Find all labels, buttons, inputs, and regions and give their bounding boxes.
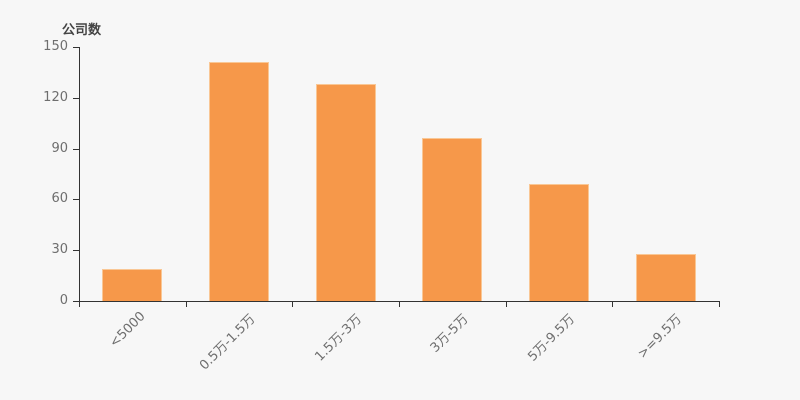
y-axis-name: 公司数 [62, 23, 102, 38]
y-tick-mark [73, 301, 79, 302]
y-tick-label: 120 [43, 89, 68, 105]
x-tick-mark [612, 301, 614, 307]
x-category-label: >=9.5万 [635, 311, 686, 362]
y-tick-mark [73, 47, 79, 48]
x-category-label: 0.5万-1.5万 [196, 311, 259, 374]
y-tick-label: 150 [43, 39, 68, 54]
bar [209, 62, 269, 301]
x-tick-mark [505, 301, 507, 307]
x-category-label: <5000 [107, 309, 149, 351]
y-tick-mark [73, 250, 79, 252]
y-tick-label: 0 [59, 293, 68, 308]
bar [422, 138, 483, 301]
x-tick-mark [185, 301, 187, 307]
x-tick-mark [79, 301, 80, 307]
y-tick-label: 90 [51, 140, 68, 156]
x-category-label: 5万-9.5万 [525, 311, 579, 365]
bar [102, 268, 163, 301]
x-category-label: 1.5万-3万 [312, 311, 366, 365]
y-tick-mark [73, 148, 79, 150]
y-tick-mark [73, 97, 79, 99]
y-tick-label: 30 [51, 242, 68, 258]
x-tick-mark [719, 301, 720, 307]
x-tick-mark [399, 301, 400, 307]
x-category-label: 3万-5万 [427, 311, 472, 356]
x-tick-mark [292, 301, 294, 307]
bar [315, 84, 376, 301]
bar [529, 184, 589, 301]
y-axis-line [79, 47, 80, 301]
bar [635, 253, 696, 301]
y-tick-label: 60 [51, 191, 68, 207]
y-tick-mark [73, 199, 79, 201]
